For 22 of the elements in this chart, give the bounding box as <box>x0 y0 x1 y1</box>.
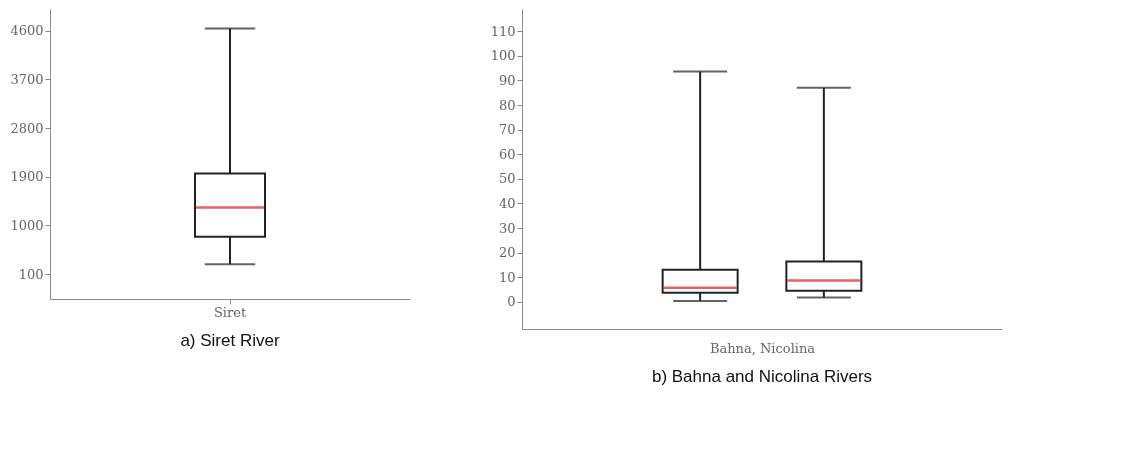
y-tick-label: 10 <box>498 269 516 285</box>
y-tick-label: 110 <box>490 23 516 39</box>
y-tick-label: 80 <box>498 97 516 113</box>
y-tick-label: 2800 <box>10 120 44 136</box>
y-tick-label: 100 <box>490 48 516 64</box>
y-tick-label: 100 <box>18 266 44 282</box>
y-tick-label: 20 <box>498 245 516 261</box>
y-tick-label: 3700 <box>10 71 44 87</box>
y-tick-label: 50 <box>498 171 516 187</box>
x-axis-title: Bahna, Nicolina <box>709 340 816 356</box>
x-tick-label: Siret <box>213 304 247 320</box>
text: a) Siret River <box>180 331 280 350</box>
y-tick-label: 1000 <box>10 217 44 233</box>
y-tick-label: 70 <box>498 122 516 138</box>
y-tick-label: 60 <box>498 146 516 162</box>
y-tick-label: 90 <box>498 72 516 88</box>
y-tick-label: 30 <box>498 220 516 236</box>
y-tick-label: 1900 <box>10 169 44 185</box>
y-tick-label: 0 <box>507 294 516 310</box>
y-tick-label: 40 <box>498 195 516 211</box>
text: b) Bahna and Nicolina Rivers <box>651 367 873 386</box>
y-tick-label: 4600 <box>10 23 44 39</box>
